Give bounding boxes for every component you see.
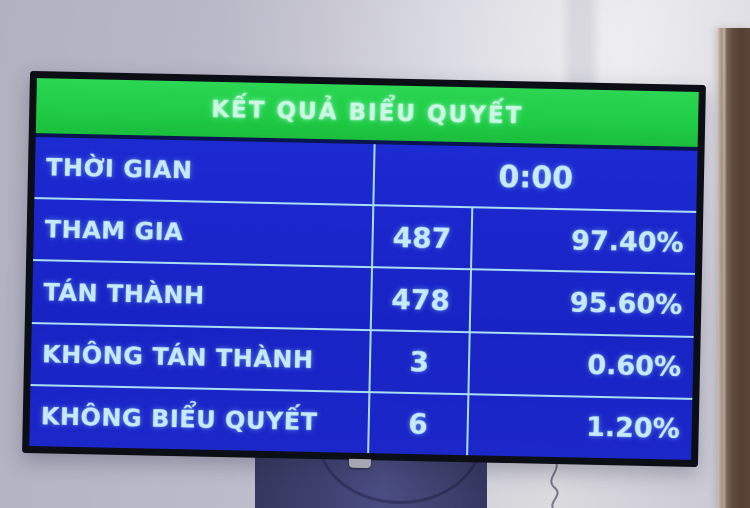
count-cell: 3 (368, 330, 469, 394)
results-table: THỜI GIAN 0:00 THAM GIA 487 97.40% TÁN T… (29, 137, 698, 460)
percent-cell: 95.60% (468, 270, 695, 336)
label-cell: KHÔNG BIỂU QUYẾT (40, 402, 318, 436)
label-cell: KHÔNG TÁN THÀNH (41, 339, 314, 374)
percent-cell: 97.40% (469, 208, 697, 274)
time-value-cell: 0:00 (371, 144, 698, 212)
count-cell: 478 (369, 268, 470, 331)
label-cell: TÁN THÀNH (43, 277, 205, 310)
percent-cell: 0.60% (467, 332, 694, 398)
row-khong-bieu-quyet: KHÔNG BIỂU QUYẾT 6 1.20% (29, 383, 693, 460)
count-cell: 6 (366, 392, 468, 456)
voting-board-screen: KẾT QUẢ BIỂU QUYẾT THỜI GIAN 0:00 THAM G… (29, 78, 699, 460)
count-cell: 487 (370, 206, 472, 269)
ir-sensor-tab (348, 458, 372, 469)
board-title-text: KẾT QUẢ BIỂU QUYẾT (211, 96, 524, 129)
percent-cell: 1.20% (466, 395, 693, 460)
door-frame (718, 28, 750, 508)
label-cell: THỜI GIAN (45, 153, 193, 185)
label-cell: THAM GIA (44, 215, 184, 247)
hanging-cable-icon (550, 458, 559, 508)
tv-display: KẾT QUẢ BIỂU QUYẾT THỜI GIAN 0:00 THAM G… (22, 70, 706, 469)
